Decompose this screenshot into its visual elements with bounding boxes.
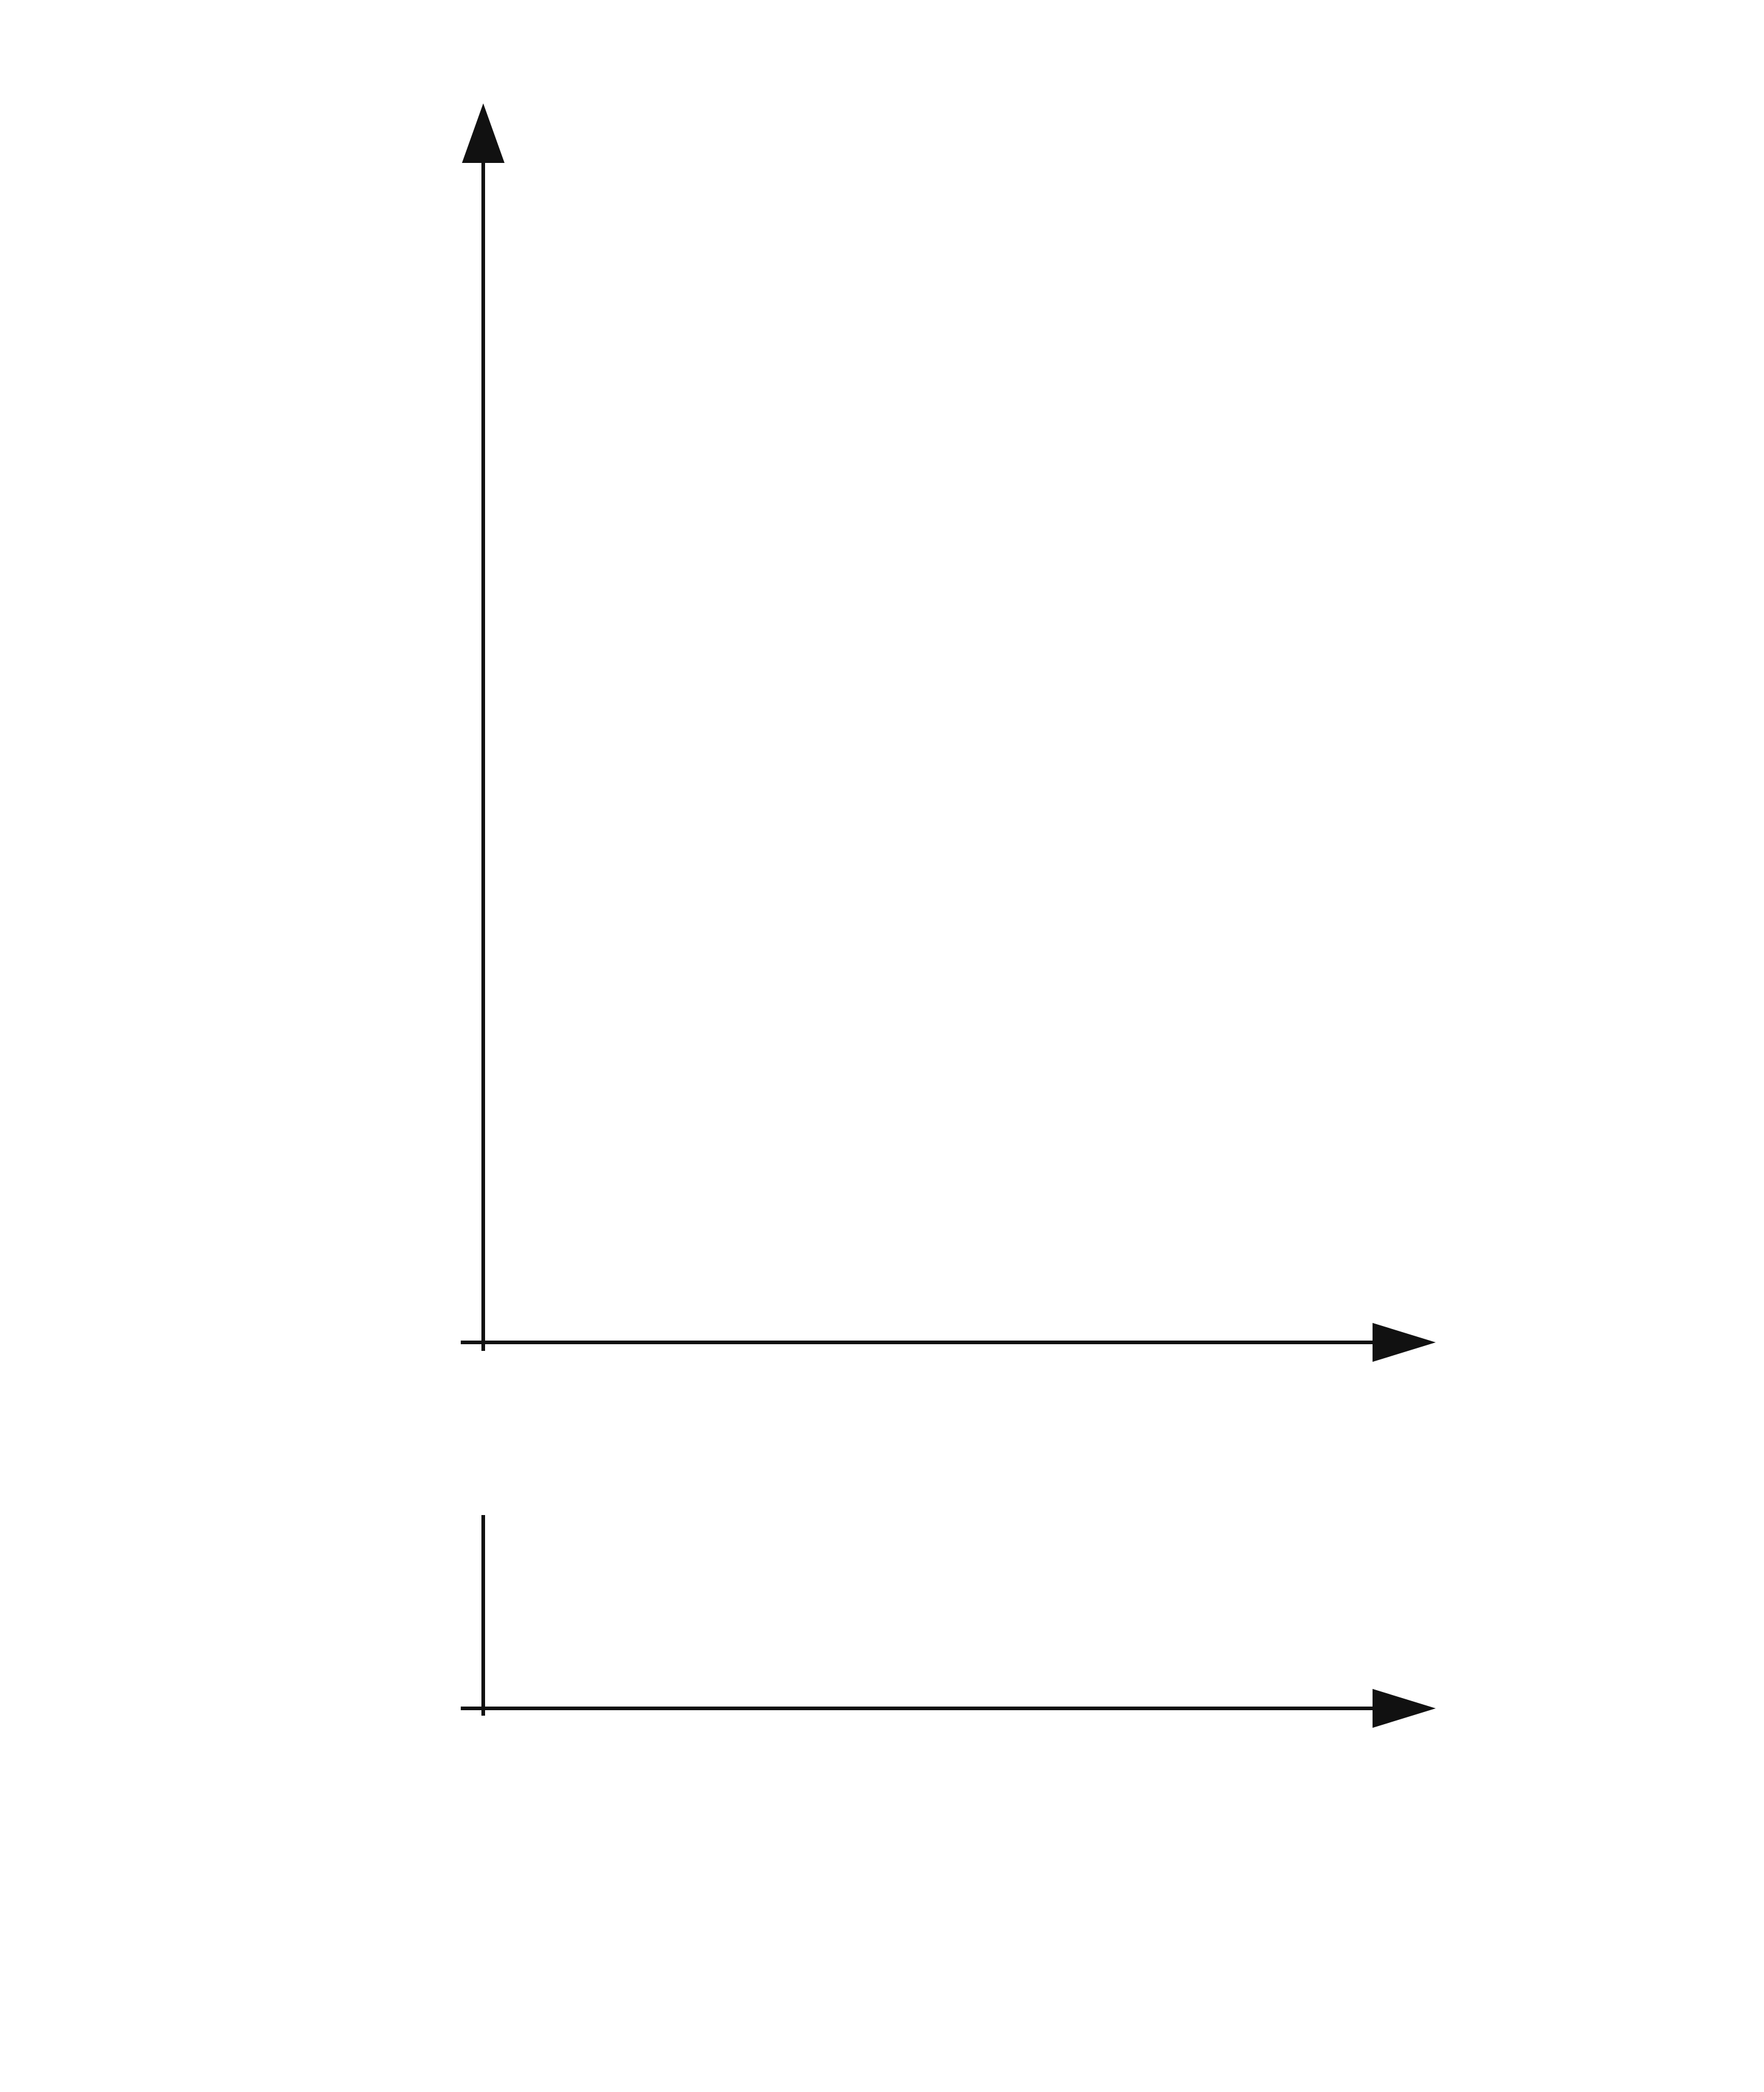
x-axis-arrow: [1373, 1323, 1436, 1362]
y-axis-arrow: [462, 103, 505, 163]
cs-x-axis-arrow: [1373, 1689, 1436, 1728]
comparator-chart: [461, 1515, 1436, 1728]
voltage-chart: [461, 103, 1436, 1362]
